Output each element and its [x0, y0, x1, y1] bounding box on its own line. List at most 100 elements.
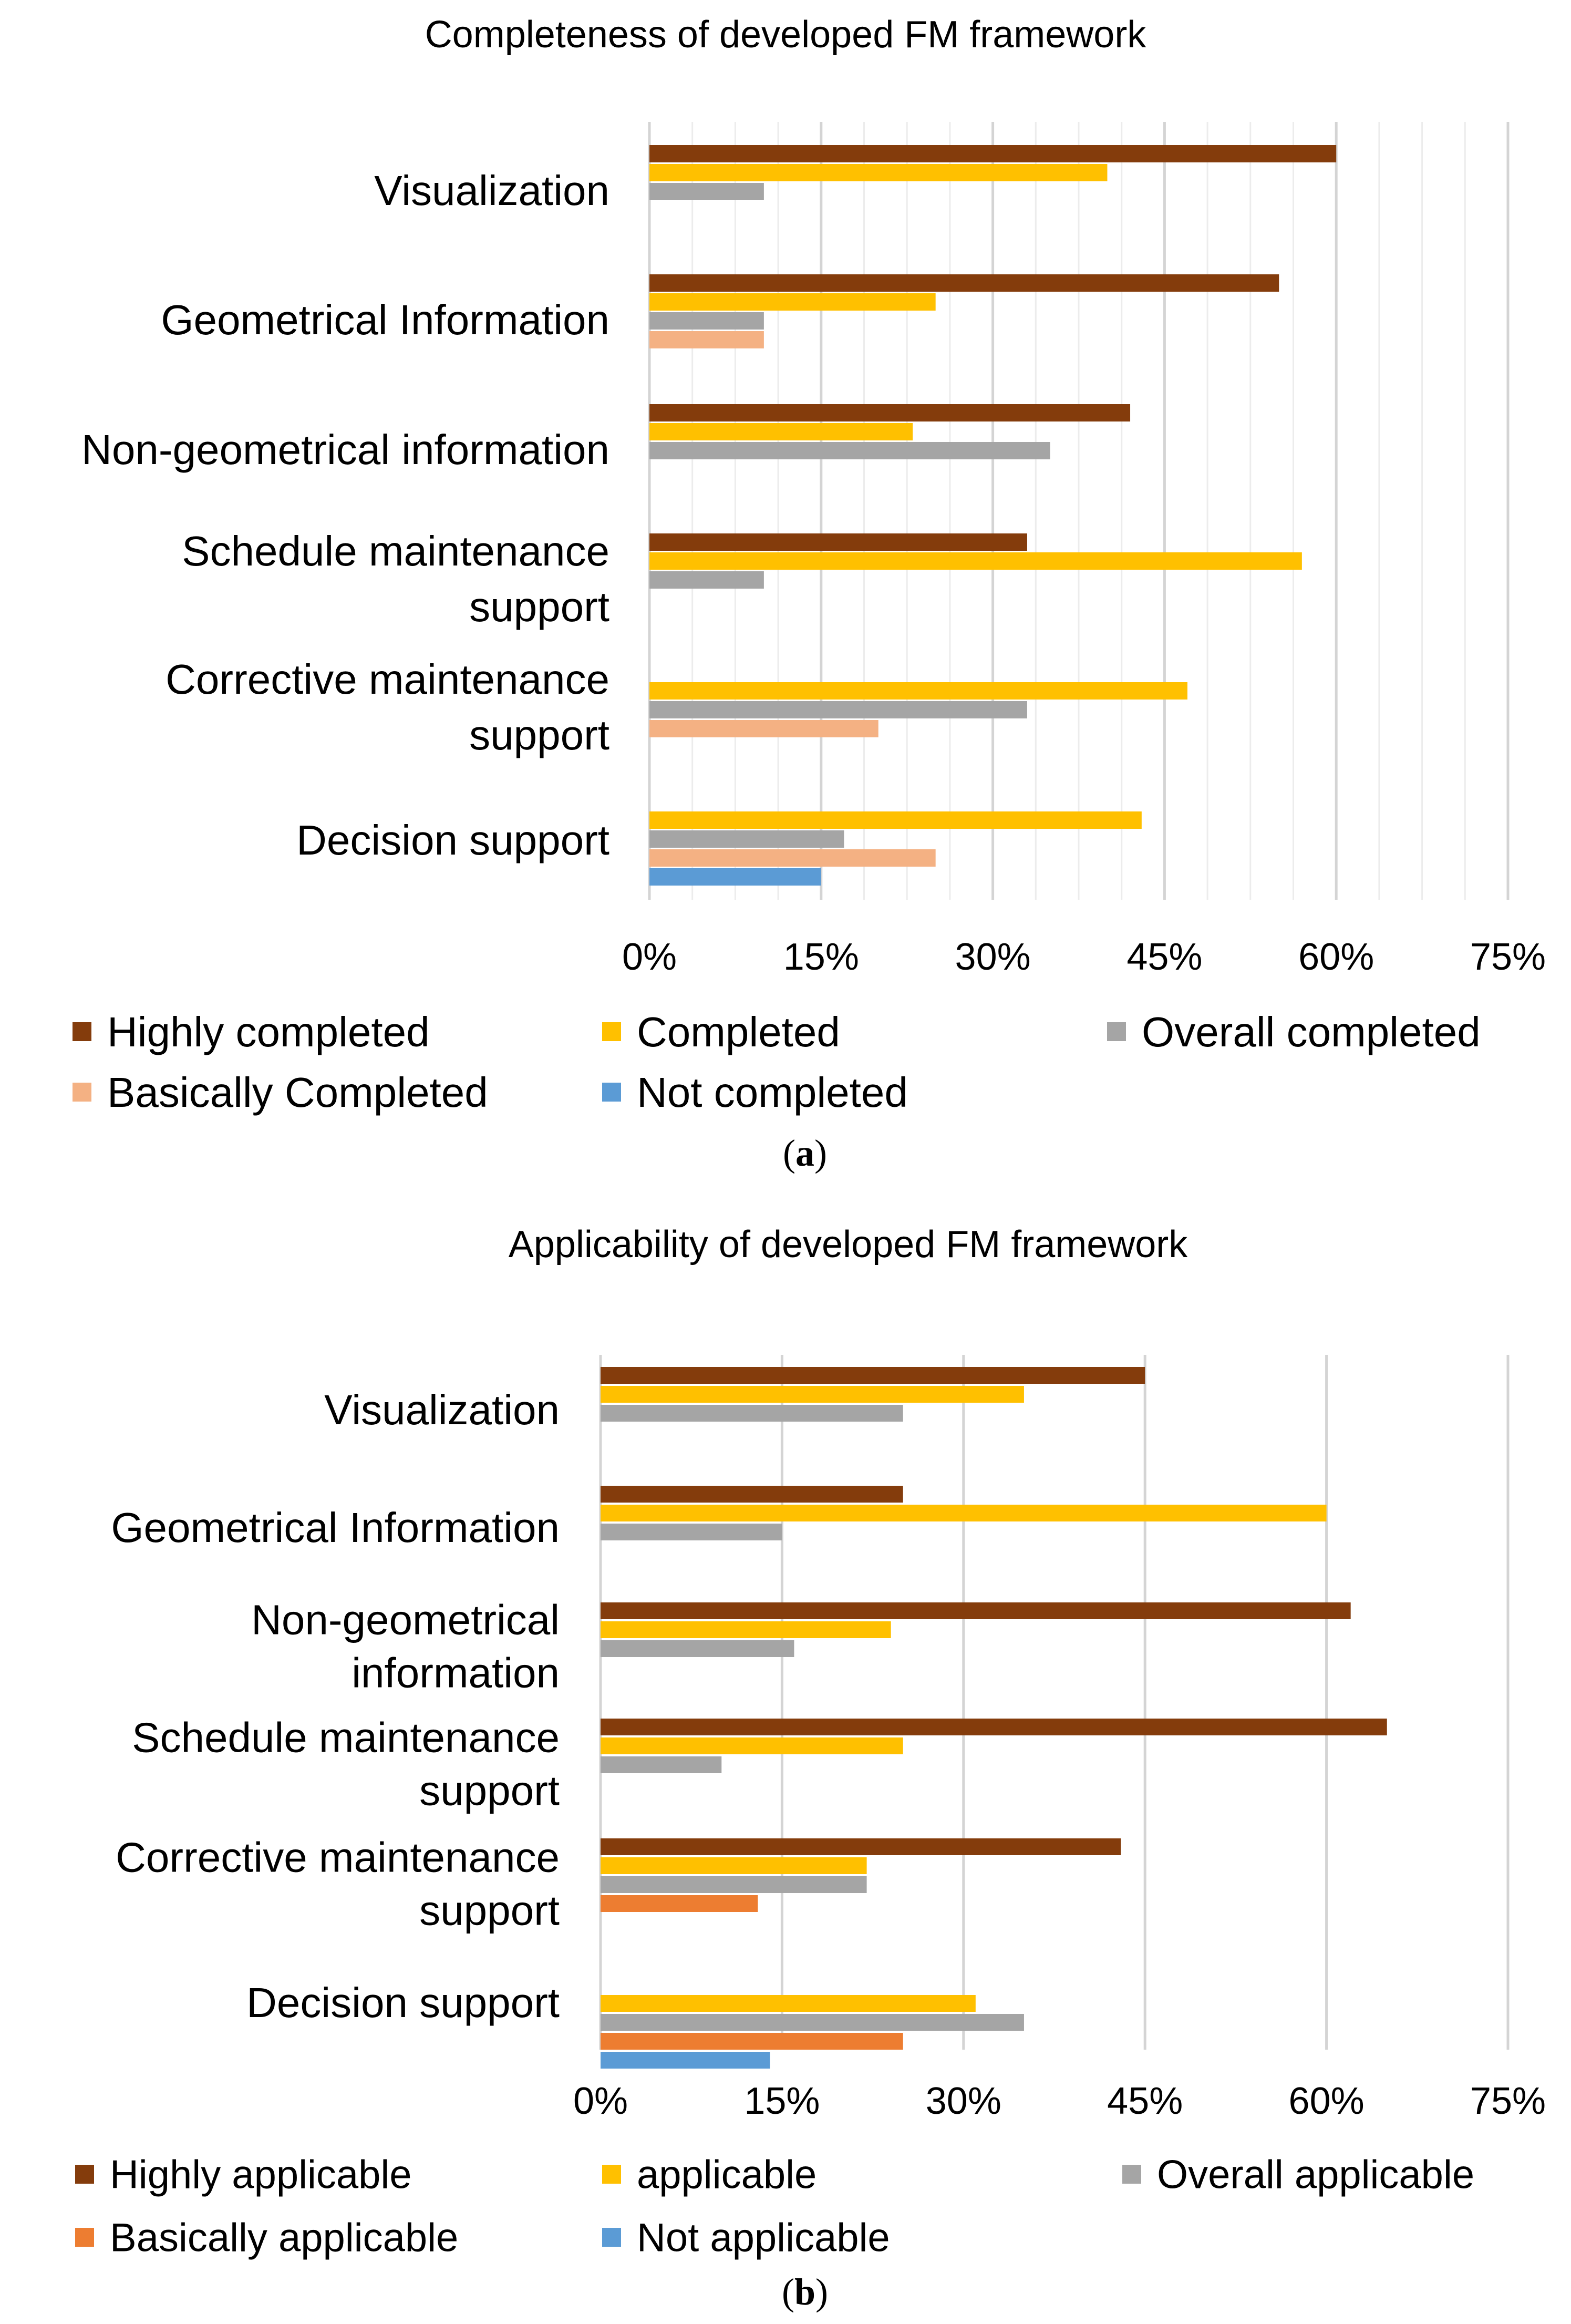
- x-tick-label: 45%: [1126, 936, 1202, 978]
- bar-highly-applicable-non-geometrical-information: [601, 1602, 1351, 1619]
- bar-overall-completed-decision-support: [649, 830, 844, 848]
- legend: Highly completed Completed Overall complet…: [73, 1009, 1481, 1116]
- chart-title: Applicability of developed FM framework: [509, 1223, 1188, 1266]
- bars: [649, 145, 1337, 886]
- bar-overall-completed-visualization: [649, 183, 764, 200]
- category-label: Non-geometrical information: [81, 426, 609, 473]
- bar-completed-geometrical-information: [649, 293, 936, 311]
- bar-not-applicable-decision-support: [601, 2052, 770, 2069]
- bar-basically-completed-decision-support: [649, 849, 936, 867]
- x-tick-label: 75%: [1470, 936, 1546, 978]
- category-label: Visualization: [324, 1386, 560, 1433]
- legend-swatch-highly-applicable: [75, 2165, 94, 2184]
- bar-completed-non-geometrical-information: [649, 423, 913, 440]
- category-label: information: [352, 1650, 560, 1696]
- legend: Highly applicable applicable Overall appli…: [75, 2153, 1474, 2260]
- legend-swatch-overall-completed: [1107, 1022, 1126, 1041]
- bar-applicable-visualization: [601, 1386, 1024, 1403]
- bar-overall-applicable-non-geometrical-information: [601, 1640, 794, 1657]
- category-label: support: [469, 583, 609, 630]
- bar-completed-decision-support: [649, 811, 1142, 829]
- legend-label-overall-applicable: Overall applicable: [1157, 2153, 1474, 2197]
- x-tick-label: 60%: [1289, 2080, 1365, 2122]
- category-label: Decision support: [246, 1979, 560, 2026]
- category-label: Corrective maintenance: [166, 656, 609, 703]
- legend-label-overall-completed: Overall completed: [1142, 1009, 1481, 1055]
- legend-label-not-completed: Not completed: [637, 1069, 908, 1116]
- legend-swatch-not-applicable: [602, 2228, 621, 2247]
- bar-applicable-corrective-maintenance-support: [601, 1857, 867, 1874]
- x-tick-labels: 0% 15% 30% 45% 60% 75%: [573, 2080, 1546, 2122]
- bar-overall-applicable-corrective-maintenance-support: [601, 1876, 867, 1893]
- category-label: support: [469, 712, 609, 758]
- bar-highly-completed-non-geometrical-information: [649, 404, 1131, 421]
- category-label: Visualization: [374, 167, 609, 214]
- bar-highly-completed-visualization: [649, 145, 1337, 162]
- bar-highly-completed-geometrical-information: [649, 274, 1279, 292]
- caption: (a): [783, 1132, 827, 1174]
- category-label: support: [419, 1887, 560, 1934]
- bar-applicable-non-geometrical-information: [601, 1621, 891, 1638]
- bar-completed-visualization: [649, 164, 1108, 181]
- x-tick-label: 45%: [1107, 2080, 1183, 2122]
- legend-label-basically-completed: Basically Completed: [107, 1069, 488, 1116]
- legend-swatch-not-completed: [602, 1083, 621, 1102]
- bar-overall-applicable-schedule-maintenance-support: [601, 1756, 722, 1773]
- bar-completed-schedule-maintenance-support: [649, 552, 1302, 570]
- bar-overall-applicable-visualization: [601, 1405, 903, 1422]
- category-labels: Visualization Geometrical Information Non-…: [111, 1386, 560, 2026]
- category-label: Non-geometrical: [251, 1597, 560, 1643]
- x-tick-label: 15%: [744, 2080, 820, 2122]
- bar-highly-applicable-schedule-maintenance-support: [601, 1719, 1387, 1735]
- bar-highly-applicable-geometrical-information: [601, 1486, 903, 1503]
- x-tick-label: 15%: [783, 936, 859, 978]
- bar-basically-applicable-corrective-maintenance-support: [601, 1895, 758, 1912]
- chart-title: Completeness of developed FM framework: [425, 14, 1147, 56]
- x-tick-label: 30%: [926, 2080, 1001, 2122]
- bar-basically-completed-geometrical-information: [649, 331, 764, 348]
- category-label: Corrective maintenance: [116, 1834, 560, 1881]
- legend-label-applicable: applicable: [637, 2153, 816, 2197]
- category-label: Schedule maintenance: [132, 1714, 560, 1761]
- bar-applicable-decision-support: [601, 1995, 976, 2012]
- legend-swatch-overall-applicable: [1122, 2165, 1141, 2184]
- caption: (b): [782, 2271, 828, 2313]
- legend-swatch-basically-applicable: [75, 2228, 94, 2247]
- legend-label-completed: Completed: [637, 1009, 840, 1055]
- bar-basically-completed-corrective-maintenance-support: [649, 720, 878, 737]
- gridlines: [599, 1355, 1510, 2050]
- gridlines: [648, 122, 1510, 900]
- legend-swatch-completed: [602, 1022, 621, 1041]
- x-tick-label: 0%: [622, 936, 677, 978]
- x-tick-labels: 0% 15% 30% 45% 60% 75%: [622, 936, 1546, 978]
- chart-applicability: Applicability of developed FM framework …: [75, 1223, 1546, 2313]
- legend-label-highly-completed: Highly completed: [107, 1009, 430, 1055]
- bar-basically-applicable-decision-support: [601, 2033, 903, 2050]
- bar-highly-completed-schedule-maintenance-support: [649, 533, 1027, 551]
- bar-overall-applicable-geometrical-information: [601, 1524, 782, 1540]
- category-label: Schedule maintenance: [182, 528, 609, 574]
- bar-applicable-geometrical-information: [601, 1505, 1327, 1521]
- bar-overall-completed-corrective-maintenance-support: [649, 701, 1027, 718]
- bar-highly-applicable-corrective-maintenance-support: [601, 1838, 1121, 1855]
- chart-completeness: Completeness of developed FM framework V…: [73, 14, 1546, 1174]
- legend-label-highly-applicable: Highly applicable: [110, 2153, 412, 2197]
- legend-swatch-basically-completed: [73, 1083, 91, 1102]
- legend-label-not-applicable: Not applicable: [637, 2216, 890, 2260]
- category-label: Geometrical Information: [111, 1504, 560, 1551]
- bar-overall-completed-schedule-maintenance-support: [649, 571, 764, 589]
- x-tick-label: 30%: [955, 936, 1031, 978]
- bar-overall-completed-non-geometrical-information: [649, 442, 1050, 459]
- x-tick-label: 0%: [573, 2080, 628, 2122]
- legend-label-basically-applicable: Basically applicable: [110, 2216, 458, 2260]
- bar-not-completed-decision-support: [649, 868, 821, 886]
- bar-overall-completed-geometrical-information: [649, 312, 764, 330]
- bar-overall-applicable-decision-support: [601, 2014, 1024, 2031]
- category-label: Geometrical Information: [161, 296, 609, 343]
- legend-swatch-applicable: [602, 2165, 621, 2184]
- bars: [601, 1367, 1387, 2069]
- x-tick-label: 75%: [1470, 2080, 1546, 2122]
- category-labels: Visualization Geometrical Information Non-…: [81, 167, 609, 863]
- category-label: support: [419, 1767, 560, 1814]
